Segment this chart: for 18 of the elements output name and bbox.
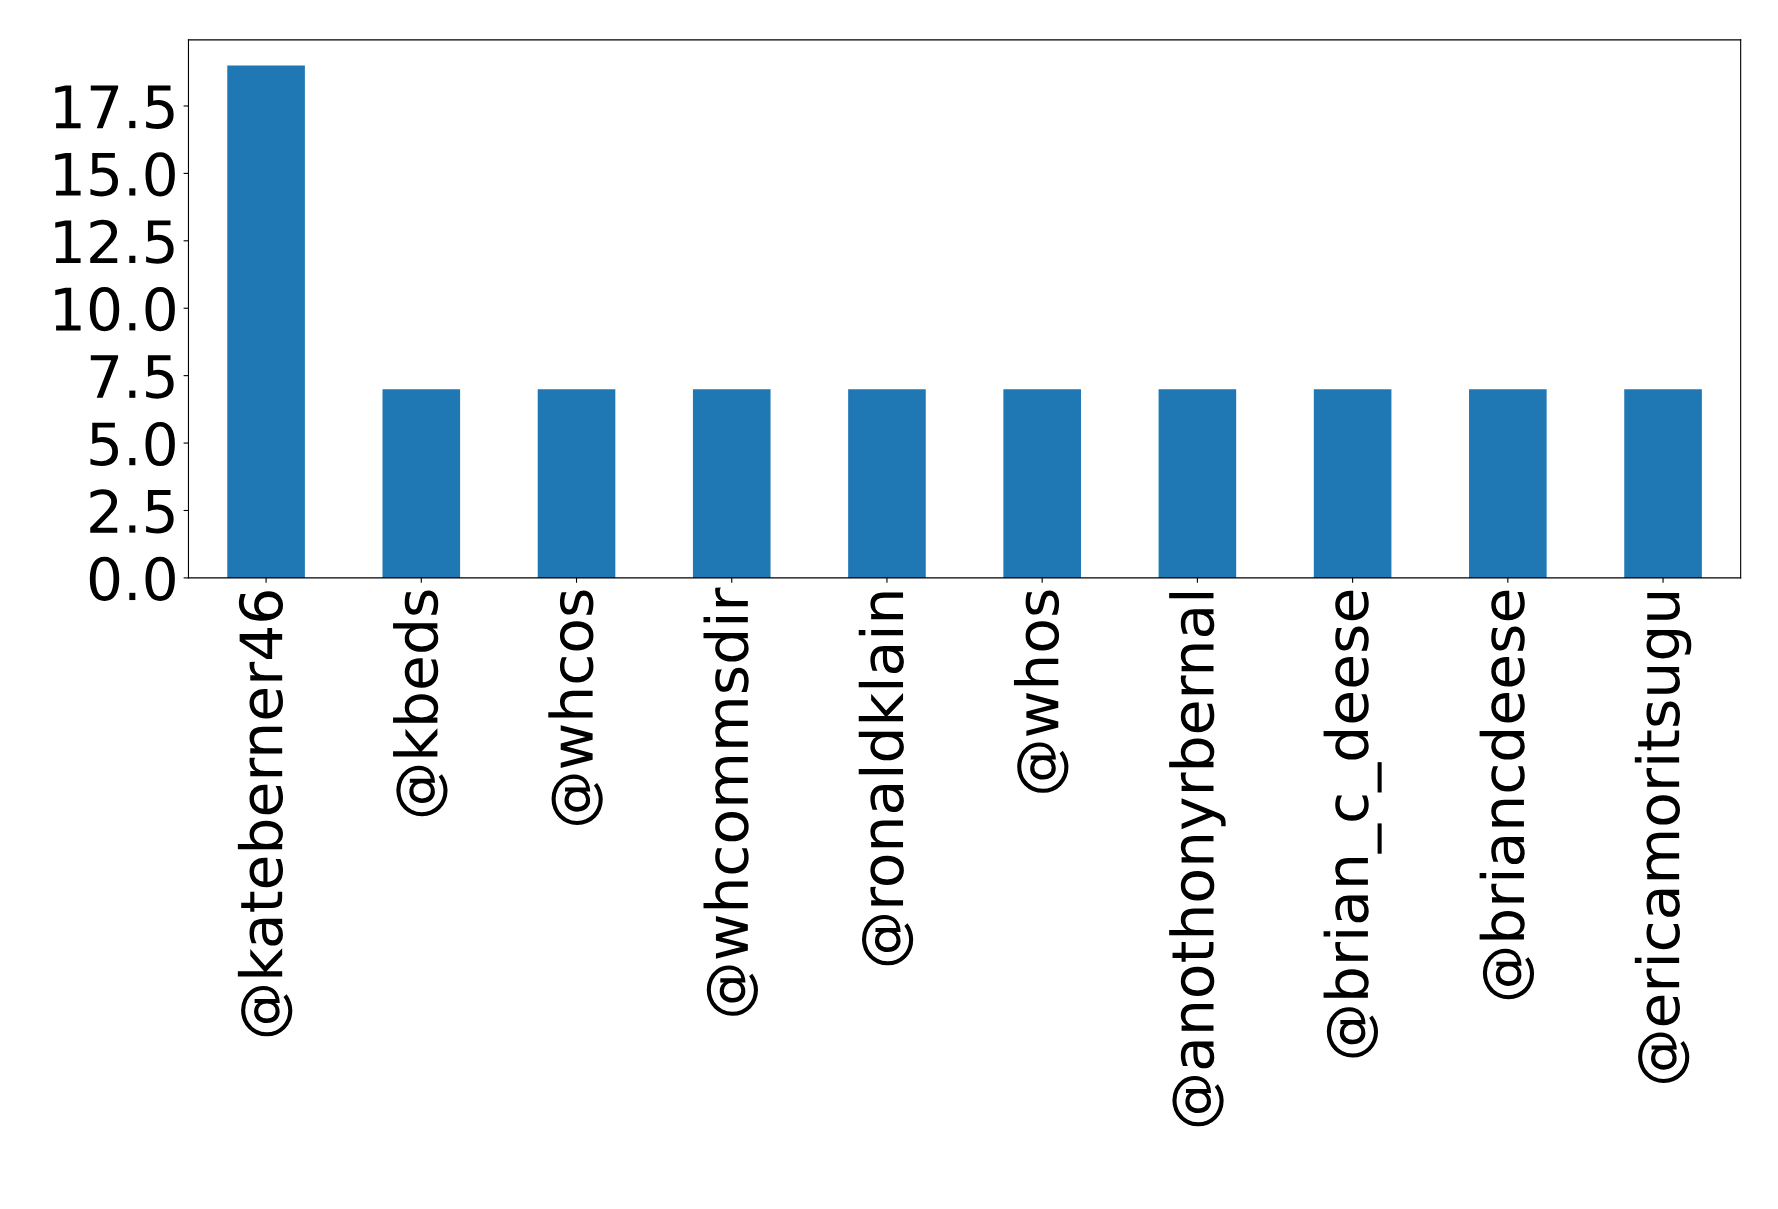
y-tick-label: 5.0	[90, 421, 175, 467]
x-tick-label: @brian_c_deese	[1323, 590, 1382, 1058]
y-tick-label: 12.5	[55, 219, 174, 264]
y-tick-label: 15.0	[55, 152, 175, 197]
y-tick-label: 0.0	[89, 556, 175, 601]
x-tick-label: @whcommsdir	[703, 587, 758, 1016]
y-tick-label: 17.5	[55, 85, 174, 129]
y-tick-label: 7.5	[90, 355, 174, 399]
x-tick-label: @ronaldklain	[858, 592, 914, 966]
x-tick-label: @ericamoritsugu	[1634, 592, 1692, 1083]
x-tick-label: @briancdeese	[1479, 590, 1535, 1000]
y-tick-label: 2.5	[90, 489, 174, 534]
y-tick-label: 10.0	[55, 287, 175, 332]
x-tick-label: @anothonyrbernal	[1169, 593, 1226, 1127]
x-tick-label: @whcos	[548, 590, 603, 825]
x-tick-label: @kateberner46	[237, 591, 293, 1037]
x-tick-label: @kbeds	[393, 590, 448, 817]
x-tick-label: @whos	[1013, 590, 1069, 793]
